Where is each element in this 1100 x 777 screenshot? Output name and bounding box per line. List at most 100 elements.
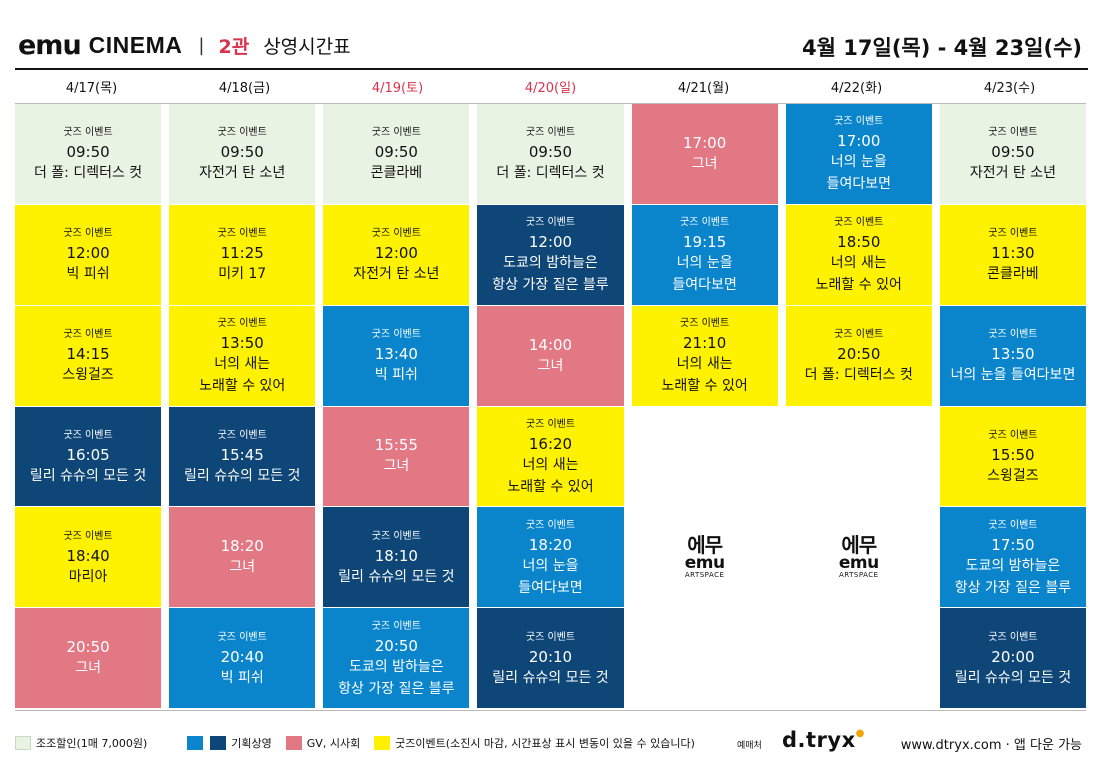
goods-event-tag: 굿즈 이벤트 (371, 127, 421, 139)
legend-swatch-navy (210, 736, 227, 750)
day-header: 4/18(금) (218, 81, 271, 96)
goods-event-tag: 굿즈 이벤트 (525, 519, 576, 531)
screening-slot: 굿즈 이벤트 11:30 콘클라베 (939, 204, 1086, 305)
film-title: 그녀 (537, 357, 564, 374)
screening-time: 17:50 (991, 535, 1035, 554)
goods-event-tag: 굿즈 이벤트 (63, 329, 113, 341)
header-rule (15, 68, 1088, 70)
goods-event-tag: 굿즈 이벤트 (217, 631, 267, 643)
film-title: 그녀 (383, 458, 410, 475)
artspace-logo-sub: ARTSPACE (838, 571, 879, 580)
hall-number: 2관 (218, 35, 250, 58)
film-title: 너의 새는 노래할 수 있어 (199, 356, 286, 395)
film-title: 빅 피쉬 (220, 669, 264, 686)
screening-time: 09:50 (991, 143, 1035, 162)
film-title: 스윙걸즈 (987, 467, 1039, 484)
film-title: 스윙걸즈 (62, 367, 114, 384)
screening-slot: 15:55 그녀 (323, 406, 470, 507)
page-title: 상영시간표 (263, 35, 351, 58)
screening-slot: 굿즈 이벤트 20:10 릴리 슈슈의 모든 것 (477, 608, 624, 708)
screening-slot: 굿즈 이벤트 12:00 도쿄의 밤하늘은 항상 가장 짙은 블루 (477, 204, 624, 305)
screening-slot: 굿즈 이벤트 15:50 스윙걸즈 (939, 406, 1086, 507)
film-title: 도쿄의 밤하늘은 항상 가장 짙은 블루 (954, 557, 1072, 596)
goods-event-tag: 굿즈 이벤트 (217, 127, 267, 139)
header-separator: | (198, 34, 205, 56)
film-title: 너의 눈을 들여다보면 (950, 367, 1076, 384)
film-title: 너의 눈을 들여다보면 (518, 557, 583, 596)
screening-time: 11:30 (991, 244, 1035, 263)
legend: 조조할인(1매 7,000원) 기획상영 GV, 시사회 굿즈이벤트(소진시 마… (15, 735, 709, 751)
goods-event-tag: 굿즈 이벤트 (63, 228, 113, 240)
artspace-logo-emu: emu (838, 553, 879, 574)
screening-time: 20:50 (837, 345, 881, 364)
legend-swatch-gv (285, 736, 302, 750)
film-title: 너의 새는 노래할 수 있어 (507, 456, 594, 495)
screening-time: 17:00 (683, 133, 727, 152)
booking-site-link[interactable]: www.dtryx.com · 앱 다운 가능 (900, 738, 1082, 753)
screening-time: 12:00 (528, 233, 573, 252)
screening-time: 09:50 (220, 143, 264, 162)
film-title: 그녀 (691, 155, 718, 172)
artspace-logo: 에무 emu ARTSPACE (839, 535, 879, 579)
screening-slot: 굿즈 이벤트 09:50 콘클라베 (323, 104, 470, 204)
goods-event-tag: 굿즈 이벤트 (63, 530, 113, 542)
screening-time: 18:50 (837, 233, 881, 252)
film-title: 릴리 슈슈의 모든 것 (338, 568, 455, 585)
screening-slot: 굿즈 이벤트 20:50 도쿄의 밤하늘은 항상 가장 짙은 블루 (323, 608, 470, 708)
screening-time: 13:40 (374, 345, 418, 364)
day-header: 4/19(토) (371, 81, 424, 96)
screening-slot: 굿즈 이벤트 09:50 자전거 탄 소년 (939, 104, 1086, 204)
goods-event-tag: 굿즈 이벤트 (217, 429, 267, 441)
legend-special-label: 기획상영 (231, 737, 272, 750)
screening-time: 14:00 (528, 335, 573, 354)
screening-time: 16:05 (66, 445, 110, 464)
dtryx-brand: d.tryx (782, 728, 856, 752)
film-title: 너의 눈을 들여다보면 (826, 154, 891, 193)
screening-slot: 굿즈 이벤트 21:10 너의 새는 노래할 수 있어 (631, 305, 778, 406)
film-title: 릴리 슈슈의 모든 것 (492, 669, 609, 686)
day-header: 4/17(목) (65, 81, 118, 96)
goods-event-tag: 굿즈 이벤트 (371, 530, 421, 542)
screening-time: 15:50 (991, 445, 1035, 464)
screening-slot: 굿즈 이벤트 15:45 릴리 슈슈의 모든 것 (169, 406, 316, 507)
film-title: 릴리 슈슈의 모든 것 (29, 467, 147, 484)
screening-time: 18:40 (66, 546, 110, 565)
legend-discount: 조조할인(1매 7,000원) (15, 735, 147, 751)
screening-time: 18:10 (374, 546, 418, 565)
film-title: 더 폴: 디렉터스 컷 (496, 165, 605, 182)
day-header-row: 4/17(목) 4/18(금) 4/19(토) 4/20(일) 4/21(월) 4/22(… (15, 70, 1086, 104)
film-title: 자전거 탄 소년 (969, 165, 1056, 182)
film-title: 빅 피쉬 (374, 367, 418, 384)
film-title: 마리아 (68, 568, 108, 585)
legend-gv-label: GV, 시사회 (306, 737, 361, 750)
goods-event-tag: 굿즈 이벤트 (525, 418, 576, 430)
day-header: 4/23(수) (983, 81, 1036, 96)
screening-slot: 굿즈 이벤트 13:50 너의 눈을 들여다보면 (939, 305, 1086, 406)
film-title: 그녀 (229, 559, 256, 576)
goods-event-tag: 굿즈 이벤트 (525, 217, 576, 229)
screening-time: 15:45 (220, 445, 264, 464)
goods-event-tag: 굿즈 이벤트 (525, 631, 576, 643)
screening-time: 13:50 (220, 334, 264, 353)
goods-event-tag: 굿즈 이벤트 (525, 127, 576, 139)
goods-event-tag: 굿즈 이벤트 (988, 329, 1038, 341)
legend-goods-label: 굿즈이벤트(소진시 마감, 시간표상 표시 변동이 있을 수 있습니다) (395, 737, 695, 750)
screening-slot: 굿즈 이벤트 09:50 자전거 탄 소년 (169, 104, 316, 204)
film-title: 더 폴: 디렉터스 컷 (33, 165, 143, 182)
film-title: 자전거 탄 소년 (353, 266, 440, 283)
goods-event-tag: 굿즈 이벤트 (217, 318, 267, 330)
screening-slot: 굿즈 이벤트 20:40 빅 피쉬 (169, 608, 316, 708)
screening-slot: 굿즈 이벤트 13:50 너의 새는 노래할 수 있어 (169, 305, 316, 406)
artspace-logo-korean: 에무 (687, 533, 723, 558)
goods-event-tag: 굿즈 이벤트 (988, 429, 1038, 441)
screening-time: 20:40 (220, 647, 264, 666)
dtryx-dot-icon: ● (855, 728, 865, 739)
artspace-logo-korean: 에무 (841, 533, 877, 558)
dtryx-logo[interactable]: d.tryx● (782, 728, 865, 752)
screening-time: 18:20 (220, 537, 264, 556)
screening-slot: 굿즈 이벤트 09:50 더 폴: 디렉터스 컷 (477, 104, 624, 204)
film-title: 도쿄의 밤하늘은 항상 가장 짙은 블루 (492, 255, 609, 294)
screening-slot: 18:20 그녀 (169, 507, 316, 608)
page-header: emu CINEMA | 2관 상영시간표 (18, 28, 351, 62)
screening-time: 09:50 (66, 143, 110, 162)
